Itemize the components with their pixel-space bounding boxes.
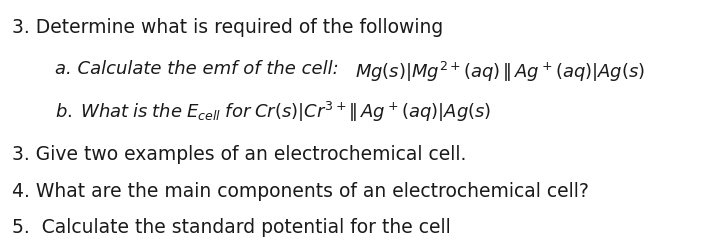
Text: $\mathit{b.\;What\;is\;the\;E_{cell}\;for\;Cr(s)|Cr^{3+}\|\,Ag^+(aq)|Ag(s)}$: $\mathit{b.\;What\;is\;the\;E_{cell}\;fo…: [55, 100, 491, 124]
Text: $\mathit{Mg(s)|Mg^{2+}(aq)\,\|\,Ag^+(aq)|Ag(s)}$: $\mathit{Mg(s)|Mg^{2+}(aq)\,\|\,Ag^+(aq)…: [355, 60, 645, 84]
Text: 5.  Calculate the standard potential for the cell: 5. Calculate the standard potential for …: [12, 218, 451, 237]
Text: 4. What are the main components of an electrochemical cell?: 4. What are the main components of an el…: [12, 182, 589, 201]
Text: 3. Determine what is required of the following: 3. Determine what is required of the fol…: [12, 18, 444, 37]
Text: a. Calculate the emf of the cell:: a. Calculate the emf of the cell:: [55, 60, 338, 78]
Text: 3. Give two examples of an electrochemical cell.: 3. Give two examples of an electrochemic…: [12, 145, 467, 164]
